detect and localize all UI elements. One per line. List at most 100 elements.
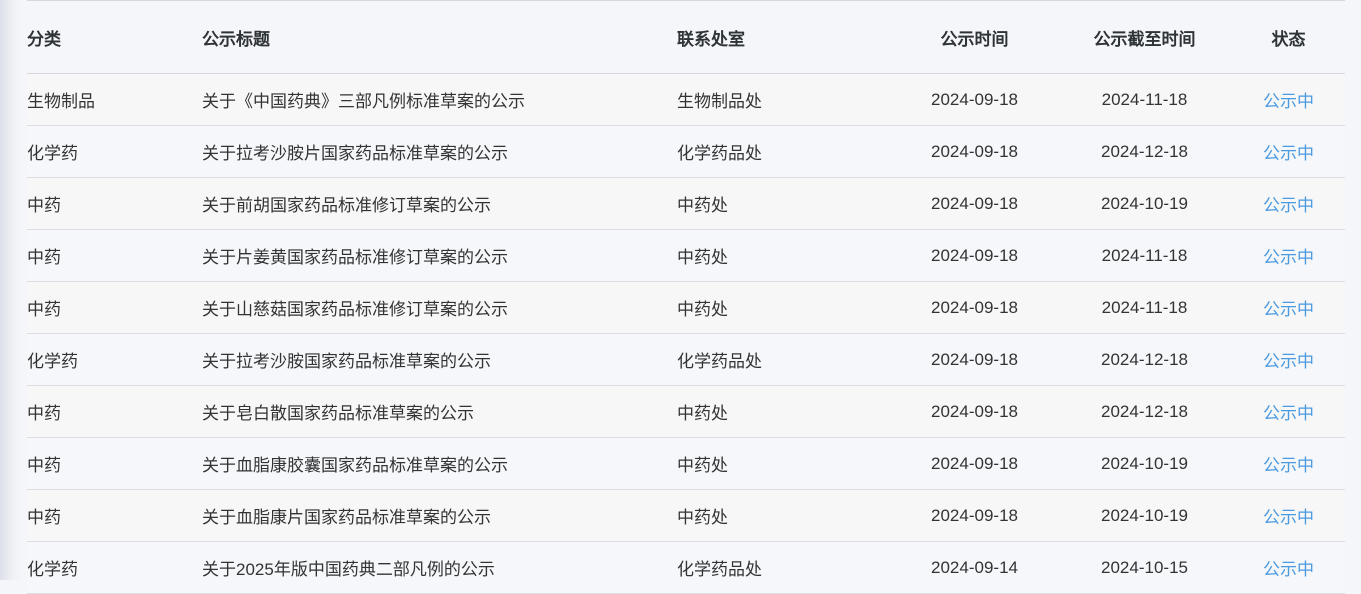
status-badge[interactable]: 公示中 [1263, 352, 1314, 371]
table-row[interactable]: 化学药 关于2025年版中国药典二部凡例的公示 化学药品处 2024-09-14 202… [27, 541, 1345, 594]
status-badge[interactable]: 公示中 [1263, 196, 1314, 215]
cell-department: 中药处 [677, 229, 892, 282]
cell-category: 中药 [27, 177, 202, 230]
table-row[interactable]: 中药 关于山慈菇国家药品标准修订草案的公示 中药处 2024-09-18 2024-11… [27, 281, 1345, 334]
announcement-title-link[interactable]: 关于皂白散国家药品标准草案的公示 [202, 404, 474, 423]
cell-status[interactable]: 公示中 [1232, 229, 1345, 282]
column-header-title[interactable]: 公示标题 [202, 0, 677, 74]
table-row[interactable]: 生物制品 关于《中国药典》三部凡例标准草案的公示 生物制品处 2024-09-18 20… [27, 73, 1345, 126]
table-row[interactable]: 中药 关于血脂康胶囊国家药品标准草案的公示 中药处 2024-09-18 2024-10… [27, 437, 1345, 490]
announcement-title-link[interactable]: 关于拉考沙胺片国家药品标准草案的公示 [202, 144, 508, 163]
cell-end-date: 2024-12-18 [1057, 385, 1232, 438]
announcement-title-link[interactable]: 关于拉考沙胺国家药品标准草案的公示 [202, 352, 491, 371]
table-body: 生物制品 关于《中国药典》三部凡例标准草案的公示 生物制品处 2024-09-18 20… [27, 73, 1345, 594]
cell-status[interactable]: 公示中 [1232, 489, 1345, 542]
cell-end-date: 2024-10-19 [1057, 437, 1232, 490]
status-badge[interactable]: 公示中 [1263, 456, 1314, 475]
cell-title[interactable]: 关于拉考沙胺国家药品标准草案的公示 [202, 333, 677, 386]
announcement-title-link[interactable]: 关于血脂康片国家药品标准草案的公示 [202, 508, 491, 527]
cell-title[interactable]: 关于片姜黄国家药品标准修订草案的公示 [202, 229, 677, 282]
cell-start-date: 2024-09-18 [892, 73, 1057, 126]
cell-end-date: 2024-11-18 [1057, 281, 1232, 334]
status-badge[interactable]: 公示中 [1263, 508, 1314, 527]
cell-end-date: 2024-10-15 [1057, 541, 1232, 594]
cell-title[interactable]: 关于皂白散国家药品标准草案的公示 [202, 385, 677, 438]
cell-category: 生物制品 [27, 73, 202, 126]
cell-title[interactable]: 关于前胡国家药品标准修订草案的公示 [202, 177, 677, 230]
cell-end-date: 2024-10-19 [1057, 489, 1232, 542]
cell-category: 中药 [27, 385, 202, 438]
announcement-title-link[interactable]: 关于《中国药典》三部凡例标准草案的公示 [202, 92, 525, 111]
cell-title[interactable]: 关于山慈菇国家药品标准修订草案的公示 [202, 281, 677, 334]
cell-start-date: 2024-09-18 [892, 281, 1057, 334]
cell-end-date: 2024-11-18 [1057, 73, 1232, 126]
column-header-end-date[interactable]: 公示截至时间 [1057, 0, 1232, 74]
cell-category: 中药 [27, 489, 202, 542]
table-row[interactable]: 中药 关于片姜黄国家药品标准修订草案的公示 中药处 2024-09-18 2024-11… [27, 229, 1345, 282]
cell-status[interactable]: 公示中 [1232, 385, 1345, 438]
cell-title[interactable]: 关于《中国药典》三部凡例标准草案的公示 [202, 73, 677, 126]
status-badge[interactable]: 公示中 [1263, 560, 1314, 579]
table-row[interactable]: 化学药 关于拉考沙胺国家药品标准草案的公示 化学药品处 2024-09-18 2024-… [27, 333, 1345, 386]
cell-status[interactable]: 公示中 [1232, 73, 1345, 126]
cell-category: 化学药 [27, 125, 202, 178]
cell-start-date: 2024-09-18 [892, 177, 1057, 230]
cell-status[interactable]: 公示中 [1232, 541, 1345, 594]
announcement-title-link[interactable]: 关于血脂康胶囊国家药品标准草案的公示 [202, 456, 508, 475]
status-badge[interactable]: 公示中 [1263, 92, 1314, 111]
table-header-row: 分类 公示标题 联系处室 公示时间 公示截至时间 状态 [27, 0, 1345, 74]
cell-department: 中药处 [677, 437, 892, 490]
cell-category: 化学药 [27, 541, 202, 594]
cell-status[interactable]: 公示中 [1232, 333, 1345, 386]
column-header-department[interactable]: 联系处室 [677, 0, 892, 74]
cell-start-date: 2024-09-18 [892, 489, 1057, 542]
status-badge[interactable]: 公示中 [1263, 300, 1314, 319]
table-row[interactable]: 中药 关于皂白散国家药品标准草案的公示 中药处 2024-09-18 2024-12-1… [27, 385, 1345, 438]
cell-category: 化学药 [27, 333, 202, 386]
table-row[interactable]: 中药 关于血脂康片国家药品标准草案的公示 中药处 2024-09-18 2024-10-… [27, 489, 1345, 542]
cell-end-date: 2024-12-18 [1057, 333, 1232, 386]
cell-title[interactable]: 关于2025年版中国药典二部凡例的公示 [202, 541, 677, 594]
cell-title[interactable]: 关于血脂康胶囊国家药品标准草案的公示 [202, 437, 677, 490]
announcement-title-link[interactable]: 关于2025年版中国药典二部凡例的公示 [202, 560, 495, 579]
cell-start-date: 2024-09-18 [892, 125, 1057, 178]
cell-start-date: 2024-09-18 [892, 333, 1057, 386]
status-badge[interactable]: 公示中 [1263, 248, 1314, 267]
cell-end-date: 2024-12-18 [1057, 125, 1232, 178]
cell-department: 化学药品处 [677, 541, 892, 594]
cell-start-date: 2024-09-14 [892, 541, 1057, 594]
announcement-title-link[interactable]: 关于前胡国家药品标准修订草案的公示 [202, 196, 491, 215]
status-badge[interactable]: 公示中 [1263, 404, 1314, 423]
cell-department: 中药处 [677, 177, 892, 230]
cell-department: 中药处 [677, 385, 892, 438]
column-header-category[interactable]: 分类 [27, 0, 202, 74]
cell-status[interactable]: 公示中 [1232, 437, 1345, 490]
column-header-start-date[interactable]: 公示时间 [892, 0, 1057, 74]
cell-department: 化学药品处 [677, 333, 892, 386]
cell-end-date: 2024-11-18 [1057, 229, 1232, 282]
cell-category: 中药 [27, 281, 202, 334]
cell-title[interactable]: 关于血脂康片国家药品标准草案的公示 [202, 489, 677, 542]
cell-category: 中药 [27, 229, 202, 282]
cell-status[interactable]: 公示中 [1232, 125, 1345, 178]
cell-department: 生物制品处 [677, 73, 892, 126]
announcement-title-link[interactable]: 关于片姜黄国家药品标准修订草案的公示 [202, 248, 508, 267]
cell-title[interactable]: 关于拉考沙胺片国家药品标准草案的公示 [202, 125, 677, 178]
announcement-title-link[interactable]: 关于山慈菇国家药品标准修订草案的公示 [202, 300, 508, 319]
cell-start-date: 2024-09-18 [892, 229, 1057, 282]
table-row[interactable]: 中药 关于前胡国家药品标准修订草案的公示 中药处 2024-09-18 2024-10-… [27, 177, 1345, 230]
cell-department: 中药处 [677, 489, 892, 542]
announcement-table-container: 分类 公示标题 联系处室 公示时间 公示截至时间 状态 生物制品 关于《中国药典》… [27, 0, 1345, 594]
status-badge[interactable]: 公示中 [1263, 144, 1314, 163]
table-header: 分类 公示标题 联系处室 公示时间 公示截至时间 状态 [27, 0, 1345, 74]
cell-department: 化学药品处 [677, 125, 892, 178]
cell-status[interactable]: 公示中 [1232, 281, 1345, 334]
cell-department: 中药处 [677, 281, 892, 334]
cell-start-date: 2024-09-18 [892, 437, 1057, 490]
cell-start-date: 2024-09-18 [892, 385, 1057, 438]
cell-status[interactable]: 公示中 [1232, 177, 1345, 230]
cell-end-date: 2024-10-19 [1057, 177, 1232, 230]
table-row[interactable]: 化学药 关于拉考沙胺片国家药品标准草案的公示 化学药品处 2024-09-18 2024… [27, 125, 1345, 178]
column-header-status[interactable]: 状态 [1232, 0, 1345, 74]
